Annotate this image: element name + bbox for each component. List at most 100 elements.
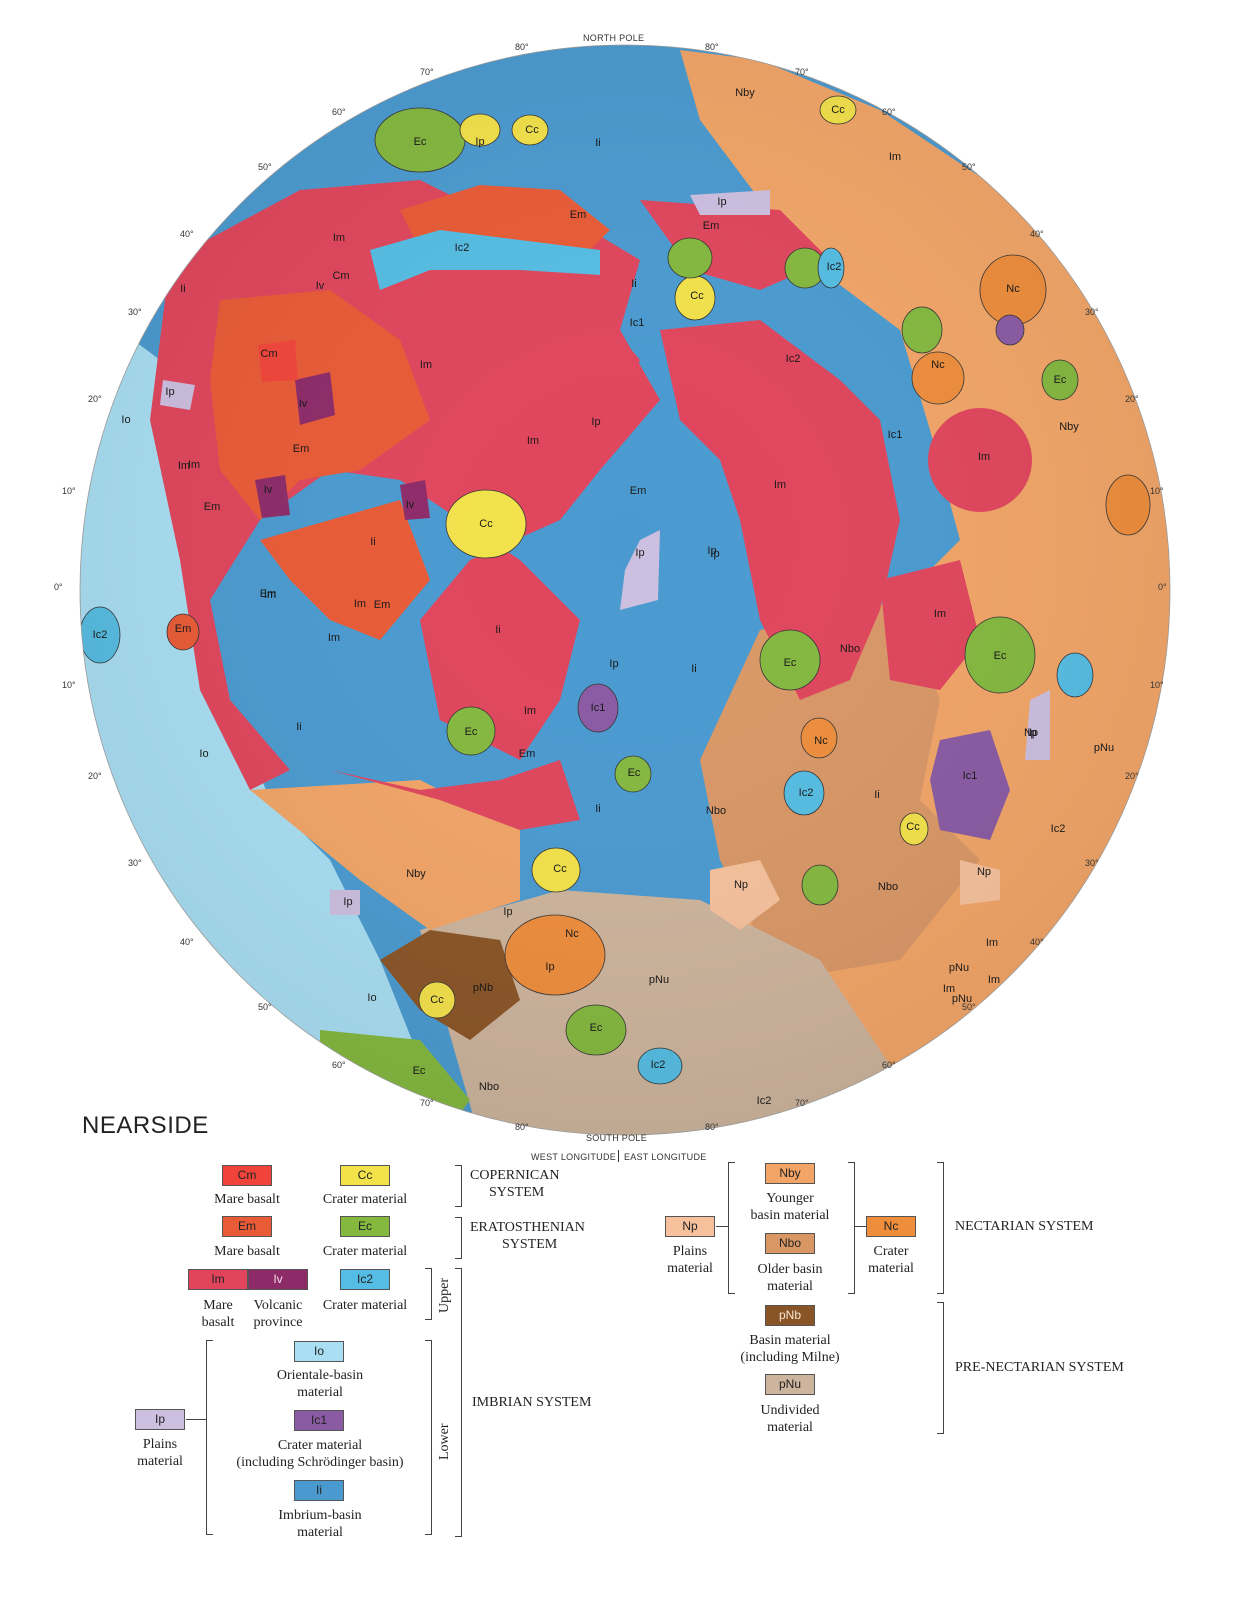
nectarian-inner-right (848, 1162, 855, 1294)
unit-label-pNu: pNu (649, 974, 669, 986)
unit-label-Im: Im (354, 598, 366, 610)
eratosthenian-system-l1: ERATOSTHENIAN (470, 1220, 585, 1235)
unit-label-Nbo: Nbo (706, 805, 726, 817)
unit-label-Im: Im (934, 608, 946, 620)
legend-label-Em: Mare basalt (214, 1244, 280, 1259)
unit-label-Ic2: Ic2 (651, 1059, 666, 1071)
north-pole-label: NORTH POLE (583, 33, 645, 43)
legend-label-Nby: Younger basin material (750, 1191, 830, 1223)
unit-label-Im: Im (328, 632, 340, 644)
unit-label-Ic2: Ic2 (786, 353, 801, 365)
unit-label-Cc: Cc (430, 994, 444, 1006)
unit-label-Ip: Ip (609, 658, 618, 670)
unit-label-Ic2: Ic2 (1051, 823, 1066, 835)
legend-label-Cc: Crater material (322, 1192, 408, 1207)
legend-swatch-Nbo: Nbo (765, 1233, 815, 1254)
unit-label-Cc: Cc (906, 821, 920, 833)
unit-label-Np: Np (734, 879, 748, 891)
legend-swatch-pNb: pNb (765, 1305, 815, 1326)
legend-swatch-Io: Io (294, 1341, 344, 1362)
legend-label-Np: Plains material (667, 1244, 713, 1276)
unit-label-pNu: pNu (1094, 742, 1114, 754)
unit-label-Cc: Cc (525, 124, 539, 136)
unit-label-Em: Em (703, 220, 720, 232)
eratosthenian-bracket (455, 1217, 462, 1259)
unit-label-Nc: Nc (814, 735, 828, 747)
latitude-label: 80° (515, 42, 529, 52)
legend-swatch-Iv: Iv (248, 1269, 308, 1290)
latitude-label: 0° (1158, 582, 1167, 592)
lower-label: Lower (437, 1423, 452, 1460)
latitude-label: 30° (128, 307, 142, 317)
unit-label-Im: Im (178, 460, 190, 472)
unit-label-Cc: Cc (553, 863, 567, 875)
latitude-label: 70° (795, 67, 809, 77)
latitude-label: 40° (180, 937, 194, 947)
unit-label-Em: Em (175, 623, 192, 635)
unit-label-Nbo: Nbo (479, 1081, 499, 1093)
latitude-label: 20° (88, 394, 102, 404)
unit-label-Ec: Ec (784, 657, 797, 669)
latitude-label: 10° (1150, 680, 1164, 690)
unit-label-Im: Im (889, 151, 901, 163)
prenectarian-system: PRE-NECTARIAN SYSTEM (955, 1360, 1124, 1375)
copernican-system-l2: SYSTEM (489, 1185, 545, 1200)
unit-label-Np: Np (977, 866, 991, 878)
unit-label-Cm: Cm (260, 348, 277, 360)
unit-label-Ip: Ip (475, 136, 484, 148)
legend-swatch-Ic2: Ic2 (340, 1269, 390, 1290)
unit-label-Ec: Ec (994, 650, 1007, 662)
latitude-label: 50° (258, 1002, 272, 1012)
unit-label-pNu: pNu (952, 993, 972, 1005)
legend-swatch-Im: Im (188, 1269, 248, 1290)
unit-label-Cc: Cc (831, 104, 845, 116)
unit-label-Ip: Ip (1027, 727, 1036, 739)
eratosthenian-system-l2: SYSTEM (502, 1237, 558, 1252)
copernican-system-l1: COPERNICAN (470, 1168, 560, 1183)
unit-label-Im: Im (264, 589, 276, 601)
unit-label-Nby: Nby (1059, 421, 1079, 433)
unit-label-Iv: Iv (406, 499, 415, 511)
unit-label-Em: Em (293, 443, 310, 455)
map-title: NEARSIDE (82, 1112, 209, 1139)
latitude-label: 20° (88, 771, 102, 781)
legend-swatch-Ii: Ii (294, 1480, 344, 1501)
unit-label-Em: Em (630, 485, 647, 497)
prenectarian-bracket (937, 1302, 944, 1434)
latitude-label: 0° (54, 582, 63, 592)
unit-label-Ec: Ec (628, 767, 641, 779)
unit-label-Im: Im (774, 479, 786, 491)
unit-label-Im: Im (333, 232, 345, 244)
south-pole-label: SOUTH POLE (586, 1133, 648, 1143)
legend-label-Ec: Crater material (322, 1244, 408, 1259)
imbrian-bracket (455, 1268, 462, 1537)
legend-swatch-Nby: Nby (765, 1163, 815, 1184)
unit-label-Ii: Ii (296, 721, 302, 733)
legend-swatch-Cc: Cc (340, 1165, 390, 1186)
nectarian-bracket (937, 1162, 944, 1294)
unit-label-Ic2: Ic2 (93, 629, 108, 641)
latitude-label: 10° (62, 486, 76, 496)
latitude-label: 80° (705, 1122, 719, 1132)
latitude-label: 80° (515, 1122, 529, 1132)
unit-label-Cc: Cc (690, 290, 704, 302)
unit-label-Ic2: Ic2 (799, 787, 814, 799)
legend-label-Cm: Mare basalt (214, 1192, 280, 1207)
unit-label-Nc: Nc (1006, 283, 1020, 295)
unit-label-Nbo: Nbo (840, 643, 860, 655)
unit-label-Io: Io (199, 748, 208, 760)
unit-label-Im: Im (978, 451, 990, 463)
latitude-label: 50° (962, 1002, 976, 1012)
unit-label-Nby: Nby (406, 868, 426, 880)
unit-label-Ip: Ip (635, 547, 644, 559)
unit-label-Im: Im (527, 435, 539, 447)
unit-label-Im: Im (188, 459, 200, 471)
unit-label-Io: Io (121, 414, 130, 426)
unit-label-Ii: Ii (631, 278, 637, 290)
unit-label-Ip: Ip (707, 545, 716, 557)
unit-label-pNu: pNu (949, 962, 969, 974)
latitude-label: 20° (1125, 394, 1139, 404)
unit-label-Ic1: Ic1 (963, 770, 978, 782)
unit-label-Ic1: Ic1 (591, 702, 606, 714)
legend-swatch-Np: Np (665, 1216, 715, 1237)
